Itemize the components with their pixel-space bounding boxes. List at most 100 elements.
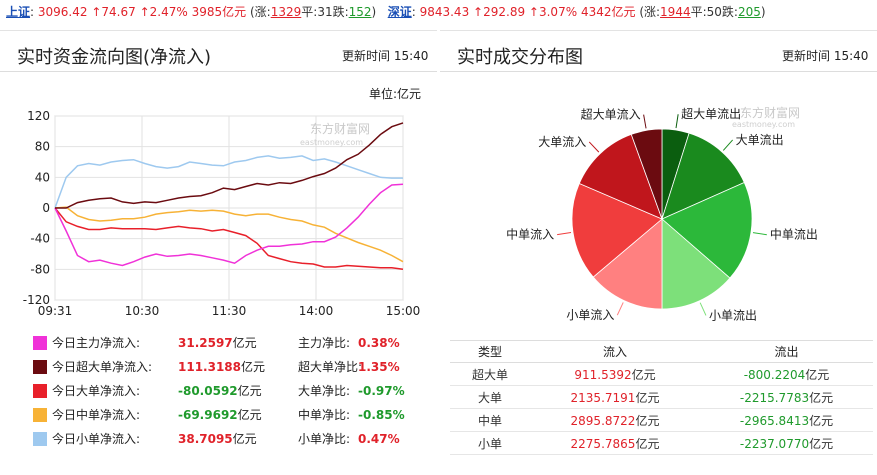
- legend-unit-large: 亿元: [237, 384, 262, 398]
- pie-label-line: [616, 302, 624, 316]
- outflow-value: -2965.8413: [739, 413, 810, 428]
- pie-slice: [571, 182, 663, 278]
- pie-label-line: [722, 139, 734, 151]
- left-title-divider: [0, 71, 437, 72]
- legend-value-main: 31.2597亿元: [178, 332, 257, 354]
- pie-label-line: [675, 114, 679, 129]
- inflow-unit: 亿元: [635, 390, 660, 405]
- pie-watermark-text: 东方财富网: [740, 105, 800, 120]
- row-type: 超大单: [450, 362, 530, 386]
- sz-up-arrow-icon-2: ↑: [528, 5, 539, 19]
- volume-title: 实时成交分布图: [457, 47, 583, 68]
- outflow-unit: 亿元: [809, 413, 834, 428]
- pie-slice: [661, 218, 731, 310]
- sz-colon: :: [411, 5, 416, 19]
- row-type: 中单: [450, 408, 530, 432]
- sh-up-label: (涨:: [249, 5, 271, 19]
- sh-flat-label: 平:: [301, 5, 318, 19]
- pie-slice: [630, 128, 663, 220]
- legend-name-small: 今日小单净流入:: [52, 432, 141, 446]
- legend-name-medium: 今日中单净流入:: [52, 408, 141, 422]
- update-time-right: 15:40: [833, 49, 869, 63]
- legend-num-large: -80.0592: [178, 384, 238, 398]
- sh-down-count[interactable]: 152: [348, 5, 372, 19]
- fund-flow-panel: 实时资金流向图(净流入) 更新时间 15:40 单位:亿元: [0, 30, 437, 475]
- sh-index-value: 3096.42: [37, 5, 88, 19]
- line-chart-watermark: 东方财富网 eastmoney.com: [300, 121, 370, 147]
- sz-flat-label: 平:: [690, 5, 707, 19]
- pie-watermark-sub-text: eastmoney.com: [732, 120, 795, 129]
- pie-label-line: [588, 141, 600, 153]
- pie-label-line: [752, 232, 767, 236]
- legend-swatch-super: [33, 360, 47, 374]
- volume-table: 类型 流入 流出 超大单 911.5392亿元 -800.2204亿元 大单 2…: [450, 340, 873, 455]
- series-line: [54, 206, 404, 263]
- inflow-value: 2275.7865: [570, 436, 636, 451]
- legend-ratio-medium: -0.85%: [358, 408, 405, 422]
- legend-unit-super: 亿元: [241, 360, 266, 374]
- row-inflow: 2135.7191亿元: [530, 385, 700, 409]
- update-label: 更新时间: [342, 49, 391, 63]
- outflow-value: -800.2204: [743, 367, 806, 382]
- pie-slice: [592, 218, 663, 310]
- pie-slice-label: 大单流入: [538, 135, 586, 149]
- row-inflow: 2275.7865亿元: [530, 431, 700, 455]
- sz-index-value: 9843.43: [419, 5, 470, 19]
- sh-index-link[interactable]: 上证: [6, 5, 31, 19]
- legend-ratio-name-small: 小单净比:: [298, 432, 351, 446]
- series-line: [54, 207, 404, 271]
- sz-down-label: 跌:: [721, 5, 738, 19]
- table-row: 超大单 911.5392亿元 -800.2204亿元: [450, 362, 873, 386]
- legend-swatch-small: [33, 432, 47, 446]
- sh-flat-count: 31: [317, 5, 333, 19]
- outflow-unit: 亿元: [809, 436, 834, 451]
- row-type: 小单: [450, 431, 530, 455]
- sh-down-label: 跌:: [332, 5, 349, 19]
- sz-pct: 3.07%: [538, 5, 578, 19]
- pie-label-line: [643, 114, 647, 129]
- sh-up-count[interactable]: 1329: [270, 5, 302, 19]
- outflow-unit: 亿元: [809, 390, 834, 405]
- volume-table-header: 类型 流入 流出: [450, 340, 873, 363]
- col-inflow: 流入: [530, 340, 700, 363]
- sh-up-arrow-icon: ↑: [91, 5, 102, 19]
- pie-slice-label: 中单流入: [506, 227, 554, 242]
- line-chart-grid: [54, 115, 404, 301]
- legend-swatch-medium: [33, 408, 47, 422]
- x-tick-label: 09:31: [38, 304, 73, 318]
- legend-ratio-small: 0.47%: [358, 432, 400, 446]
- watermark-text: 东方财富网: [310, 121, 370, 136]
- y-tick-label: 40: [35, 170, 50, 184]
- y-tick-label: 0: [42, 201, 50, 215]
- legend-num-small: 38.7095: [178, 432, 233, 446]
- pie-label-line: [557, 232, 572, 236]
- right-title-divider: [440, 71, 877, 72]
- legend-name-super: 今日超大单净流入:: [52, 360, 153, 374]
- inflow-value: 911.5392: [574, 367, 632, 382]
- y-tick-label: 120: [27, 109, 50, 123]
- row-outflow: -800.2204亿元: [700, 362, 873, 386]
- pie-label-line: [699, 302, 707, 316]
- sz-flat-count: 50: [706, 5, 722, 19]
- fund-flow-legend: 今日主力净流入: 31.2597亿元 主力净比: 0.38% 今日超大单净流入:…: [0, 332, 437, 457]
- sz-up-count[interactable]: 1944: [660, 5, 691, 19]
- y-tick-label: -40: [30, 232, 50, 246]
- row-outflow: -2237.0770亿元: [700, 431, 873, 455]
- sz-close: ): [760, 5, 766, 19]
- legend-name-large: 今日大单净流入:: [52, 384, 141, 398]
- line-chart-x-ticks: 09:31 10:30 11:30 14:00 15:00: [38, 304, 421, 318]
- legend-ratio-super: 1.35%: [358, 360, 400, 374]
- sh-change: 74.67: [101, 5, 136, 19]
- series-line: [54, 183, 404, 267]
- inflow-value: 2135.7191: [570, 390, 636, 405]
- inflow-unit: 亿元: [635, 413, 660, 428]
- legend-num-main: 31.2597: [178, 336, 233, 350]
- sz-down-count[interactable]: 205: [737, 5, 761, 19]
- sz-index-link[interactable]: 深证: [387, 5, 412, 19]
- series-line: [55, 122, 404, 209]
- series-line: [54, 155, 403, 209]
- sh-amount: 3985亿元: [191, 5, 247, 19]
- market-ticker-bar: 上证: 3096.42 ↑74.67 ↑2.47% 3985亿元 (涨:1329…: [0, 0, 877, 24]
